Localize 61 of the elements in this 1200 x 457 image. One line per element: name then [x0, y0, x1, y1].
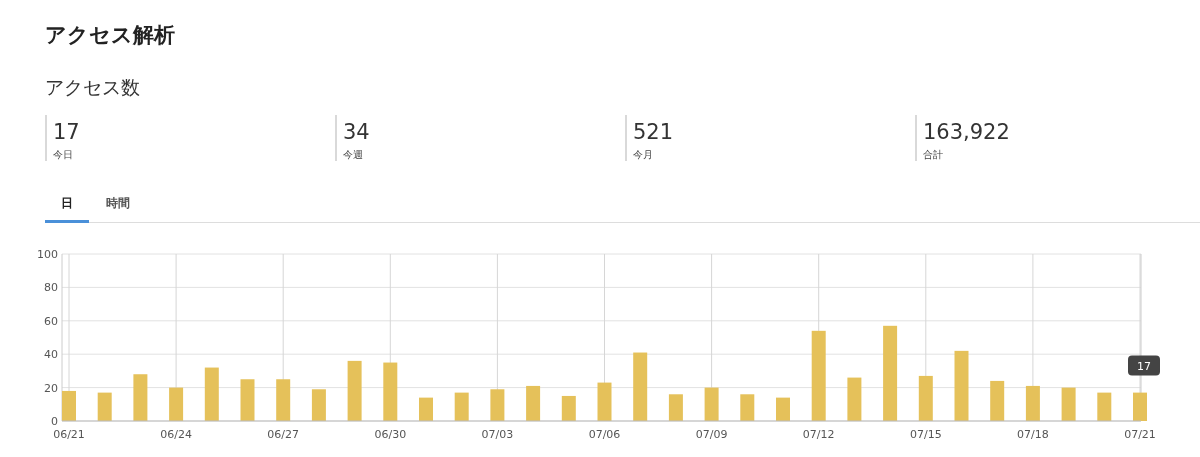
y-tick-label: 0	[51, 415, 58, 428]
bar	[454, 392, 469, 421]
text: 17	[53, 120, 80, 144]
bar	[990, 380, 1005, 421]
x-tick-label: 07/09	[695, 428, 728, 441]
y-tick-label: 80	[44, 281, 58, 295]
bar	[311, 389, 326, 421]
bar	[419, 397, 433, 421]
bar	[918, 375, 933, 421]
text: 今月	[633, 149, 653, 160]
bar	[811, 330, 826, 421]
bar	[1097, 392, 1112, 421]
text: 時間	[106, 196, 130, 210]
bar	[1133, 392, 1147, 421]
text: 合計	[923, 149, 943, 160]
bar	[169, 387, 184, 421]
y-tick-label: 60	[44, 314, 58, 328]
bar	[1061, 387, 1076, 421]
text: 521	[633, 120, 674, 144]
text: 今日	[53, 149, 73, 160]
x-tick-label: 06/24	[160, 428, 192, 441]
bar	[490, 389, 505, 421]
bar	[347, 360, 362, 421]
y-tick-label: 20	[44, 381, 58, 395]
bar	[240, 379, 255, 421]
bar	[62, 390, 76, 421]
x-tick-label: 06/30	[374, 428, 407, 441]
bar	[1025, 385, 1040, 421]
bar	[276, 379, 291, 421]
x-tick-label: 07/03	[481, 428, 514, 441]
bar	[597, 382, 612, 421]
text: 34	[343, 120, 370, 144]
bar	[668, 394, 683, 421]
bar	[204, 367, 219, 421]
x-tick-label: 07/15	[909, 428, 942, 441]
x-tick-label: 06/27	[267, 428, 300, 441]
x-tick-label: 07/18	[1017, 428, 1049, 441]
text: アクセス解析	[45, 23, 175, 47]
bar	[526, 385, 541, 421]
bar	[883, 325, 898, 421]
bar	[97, 392, 112, 421]
bar	[740, 394, 755, 421]
text: アクセス数	[45, 76, 140, 98]
bar	[561, 395, 576, 421]
bar	[383, 362, 398, 421]
bar	[633, 352, 648, 421]
bar	[776, 397, 790, 421]
y-tick-label: 100	[37, 248, 58, 261]
x-tick-label: 07/21	[1124, 428, 1156, 441]
text: 163,922	[923, 120, 1010, 144]
bar	[954, 350, 969, 421]
annotation: 17	[1137, 359, 1151, 373]
text: 今週	[343, 149, 363, 160]
x-tick-label: 07/06	[588, 428, 621, 441]
bar	[847, 377, 862, 421]
bar	[704, 387, 719, 421]
x-tick-label: 07/12	[802, 428, 835, 441]
bar	[133, 374, 148, 421]
y-tick-label: 40	[44, 348, 58, 362]
x-tick-label: 06/21	[53, 428, 85, 441]
text: 日	[61, 196, 73, 210]
